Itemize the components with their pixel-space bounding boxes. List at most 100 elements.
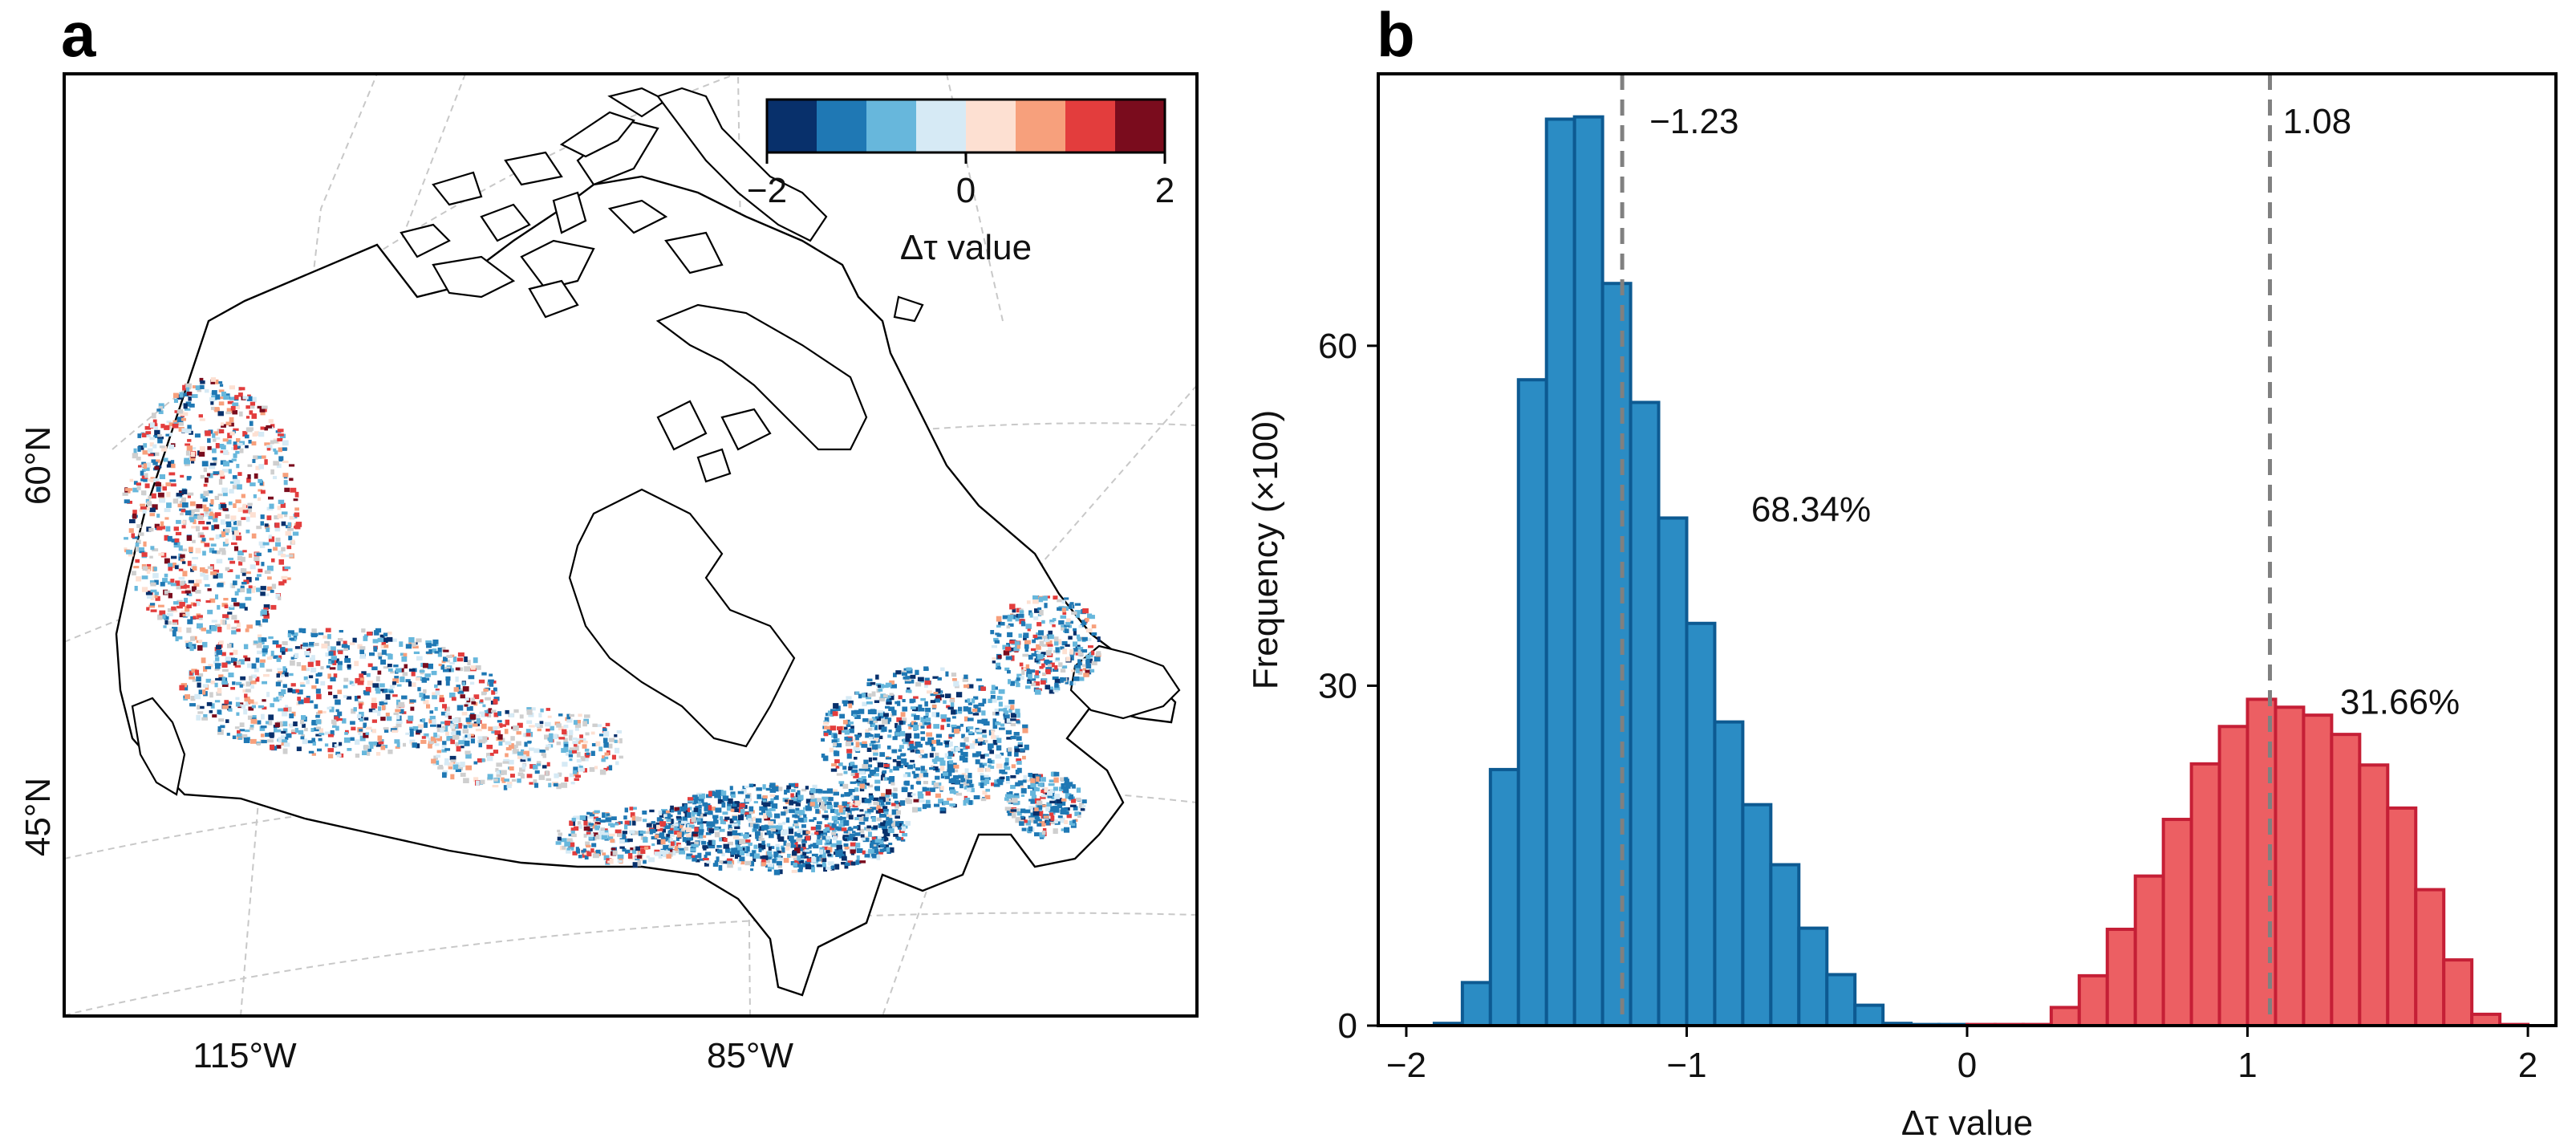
map-pixel [213,573,218,579]
map-pixel [766,830,772,835]
map-pixel [420,697,426,701]
map-pixel [495,768,499,772]
map-pixel [1069,603,1073,609]
map-pixel [190,696,196,701]
map-pixel [994,686,998,690]
map-pixel [172,622,178,625]
map-pixel [302,642,308,647]
map-pixel [258,455,262,459]
map-pixel [1007,618,1012,622]
map-pixel [1003,708,1008,713]
map-pixel [124,499,130,504]
map-pixel [739,839,746,844]
map-pixel [760,855,765,860]
map-pixel [601,835,608,840]
map-pixel [1045,668,1051,675]
map-pixel [925,742,931,746]
map-pixel [692,799,697,803]
map-pixel [133,566,140,569]
map-pixel [842,700,849,704]
map-pixel [955,792,963,796]
map-pixel [1083,673,1089,677]
map-pixel [766,808,772,812]
map-pixel [141,552,148,557]
map-pixel [173,398,179,403]
map-pixel [595,835,600,839]
map-pixel [232,534,238,540]
map-pixel [955,692,963,697]
map-pixel [383,729,389,734]
map-pixel [231,542,237,546]
map-pixel [1053,786,1058,791]
map-pixel [443,649,449,652]
map-pixel [237,737,242,740]
map-pixel [186,627,192,633]
map-pixel [251,441,257,446]
map-pixel [199,377,204,382]
map-pixel [691,843,696,847]
map-pixel [999,696,1003,700]
map-pixel [122,492,128,496]
map-pixel [315,719,322,725]
map-pixel [732,823,738,827]
map-pixel [176,519,181,524]
map-pixel [883,694,888,698]
map-pixel [910,759,915,763]
map-pixel [173,539,178,545]
map-pixel [528,747,535,751]
map-pixel [193,515,197,519]
map-pixel [241,517,246,520]
map-pixel [1034,650,1039,656]
map-pixel [188,396,192,401]
map-pixel [836,815,842,821]
map-pixel [534,723,540,727]
map-pixel [263,608,269,611]
map-pixel [222,668,229,673]
map-pixel [205,666,212,669]
map-pixel [544,734,550,740]
map-pixel [274,450,278,455]
map-pixel [1077,636,1081,642]
map-pixel [637,849,642,855]
map-pixel [996,778,1000,782]
map-pixel [286,577,291,580]
map-pixel [980,764,984,769]
map-pixel [172,563,176,568]
map-pixel [857,825,861,831]
map-pixel [827,861,834,866]
map-pixel [891,803,896,807]
map-pixel [1043,815,1049,819]
map-pixel [1031,794,1037,801]
map-pixel [185,408,191,411]
map-pixel [529,782,535,785]
map-pixel [874,786,880,791]
map-pixel [843,838,848,841]
map-pixel [169,479,176,482]
map-pixel [735,844,740,848]
map-pixel [381,637,388,644]
map-pixel [240,587,245,593]
map-pixel [136,539,141,544]
map-pixel [1000,752,1004,756]
map-pixel [199,418,205,421]
map-pixel [129,518,136,524]
map-pixel [554,773,559,778]
map-pixel [1045,650,1052,656]
map-pixel [1060,668,1066,673]
map-pixel [421,718,426,723]
map-pixel [256,552,262,556]
map-pixel [306,648,311,653]
map-pixel [292,689,297,694]
map-pixel [983,721,990,726]
map-pixel [403,652,408,658]
map-pixel [416,638,422,643]
map-pixel [799,860,805,864]
map-pixel [525,729,531,734]
map-pixel [181,520,186,524]
map-pixel [467,660,471,665]
map-pixel [1077,651,1084,656]
map-pixel [440,721,446,725]
map-pixel [136,457,141,461]
map-pixel [1060,646,1065,650]
map-pixel [1039,832,1045,838]
